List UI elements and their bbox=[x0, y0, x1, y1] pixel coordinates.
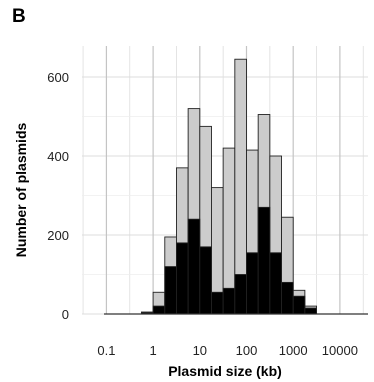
bar-subset-14 bbox=[304, 307, 317, 315]
y-tick-label-1: 200 bbox=[47, 228, 69, 243]
x-tick-label-3: 100 bbox=[236, 343, 258, 358]
bar-subset-2 bbox=[164, 266, 177, 315]
y-tick-label-0: 0 bbox=[62, 307, 69, 322]
histogram-bars bbox=[140, 58, 317, 315]
bar-subset-11 bbox=[269, 252, 282, 315]
bar-subset-1 bbox=[152, 305, 166, 315]
bar-subset-10 bbox=[257, 206, 271, 315]
bar-subset-3 bbox=[176, 242, 189, 315]
y-tick-labels: 0 200 400 600 bbox=[47, 70, 69, 322]
x-axis-title: Plasmid size (kb) bbox=[168, 363, 282, 379]
bar-subset-7 bbox=[222, 287, 236, 315]
x-tick-label-2: 10 bbox=[193, 343, 207, 358]
x-tick-labels: 0.1 1 10 100 1000 10000 bbox=[97, 343, 358, 358]
bar-subset-13 bbox=[292, 295, 306, 315]
x-tick-label-5: 10000 bbox=[322, 343, 358, 358]
bar-subset-4 bbox=[187, 218, 201, 315]
bar-subset-9 bbox=[246, 252, 259, 315]
x-tick-label-1: 1 bbox=[149, 343, 156, 358]
bar-subset-8 bbox=[234, 274, 247, 315]
x-tick-label-0: 0.1 bbox=[97, 343, 115, 358]
x-tick-label-4: 1000 bbox=[279, 343, 308, 358]
y-tick-label-3: 600 bbox=[47, 70, 69, 85]
bar-subset-5 bbox=[199, 246, 212, 315]
y-axis-title: Number of plasmids bbox=[13, 123, 29, 258]
bar-subset-12 bbox=[281, 281, 294, 315]
y-tick-label-2: 400 bbox=[47, 149, 69, 164]
panel-label: B bbox=[12, 6, 26, 27]
bar-subset-6 bbox=[211, 291, 224, 315]
